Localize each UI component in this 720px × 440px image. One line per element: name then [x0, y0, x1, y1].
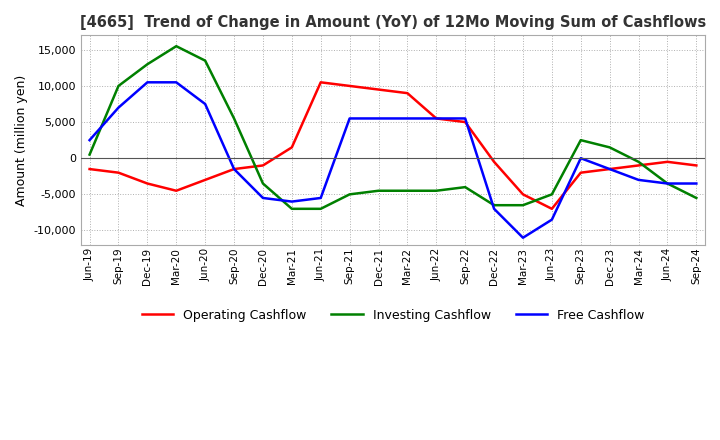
Investing Cashflow: [85, 152, 94, 157]
Investing Cashflow: [346, 192, 354, 197]
Operating Cashflow: [547, 206, 556, 212]
Free Cashflow: [634, 177, 643, 183]
Investing Cashflow: [490, 202, 498, 208]
Free Cashflow: [547, 217, 556, 222]
Free Cashflow: [461, 116, 469, 121]
Operating Cashflow: [143, 181, 152, 186]
Operating Cashflow: [634, 163, 643, 168]
Operating Cashflow: [692, 163, 701, 168]
Free Cashflow: [230, 166, 238, 172]
Investing Cashflow: [461, 184, 469, 190]
Operating Cashflow: [606, 166, 614, 172]
Investing Cashflow: [143, 62, 152, 67]
Investing Cashflow: [287, 206, 296, 212]
Investing Cashflow: [518, 202, 527, 208]
Investing Cashflow: [663, 181, 672, 186]
Free Cashflow: [490, 206, 498, 212]
Free Cashflow: [201, 101, 210, 106]
Operating Cashflow: [85, 166, 94, 172]
Free Cashflow: [85, 138, 94, 143]
Investing Cashflow: [577, 138, 585, 143]
Free Cashflow: [316, 195, 325, 201]
Legend: Operating Cashflow, Investing Cashflow, Free Cashflow: Operating Cashflow, Investing Cashflow, …: [137, 304, 649, 327]
Free Cashflow: [374, 116, 383, 121]
Y-axis label: Amount (million yen): Amount (million yen): [15, 74, 28, 206]
Operating Cashflow: [403, 91, 412, 96]
Operating Cashflow: [201, 177, 210, 183]
Line: Operating Cashflow: Operating Cashflow: [89, 82, 696, 209]
Investing Cashflow: [403, 188, 412, 194]
Free Cashflow: [143, 80, 152, 85]
Investing Cashflow: [258, 181, 267, 186]
Free Cashflow: [606, 166, 614, 172]
Investing Cashflow: [172, 44, 181, 49]
Operating Cashflow: [490, 159, 498, 165]
Operating Cashflow: [172, 188, 181, 194]
Investing Cashflow: [634, 159, 643, 165]
Line: Free Cashflow: Free Cashflow: [89, 82, 696, 238]
Investing Cashflow: [692, 195, 701, 201]
Free Cashflow: [577, 156, 585, 161]
Investing Cashflow: [606, 145, 614, 150]
Investing Cashflow: [316, 206, 325, 212]
Title: [4665]  Trend of Change in Amount (YoY) of 12Mo Moving Sum of Cashflows: [4665] Trend of Change in Amount (YoY) o…: [80, 15, 706, 30]
Operating Cashflow: [230, 166, 238, 172]
Free Cashflow: [663, 181, 672, 186]
Free Cashflow: [172, 80, 181, 85]
Operating Cashflow: [577, 170, 585, 175]
Operating Cashflow: [114, 170, 123, 175]
Operating Cashflow: [374, 87, 383, 92]
Investing Cashflow: [230, 116, 238, 121]
Operating Cashflow: [663, 159, 672, 165]
Free Cashflow: [518, 235, 527, 240]
Free Cashflow: [692, 181, 701, 186]
Operating Cashflow: [287, 145, 296, 150]
Free Cashflow: [346, 116, 354, 121]
Free Cashflow: [258, 195, 267, 201]
Free Cashflow: [114, 105, 123, 110]
Investing Cashflow: [201, 58, 210, 63]
Operating Cashflow: [461, 119, 469, 125]
Operating Cashflow: [346, 83, 354, 88]
Free Cashflow: [287, 199, 296, 204]
Investing Cashflow: [374, 188, 383, 194]
Free Cashflow: [432, 116, 441, 121]
Investing Cashflow: [432, 188, 441, 194]
Investing Cashflow: [114, 83, 123, 88]
Operating Cashflow: [316, 80, 325, 85]
Line: Investing Cashflow: Investing Cashflow: [89, 46, 696, 209]
Operating Cashflow: [518, 192, 527, 197]
Operating Cashflow: [258, 163, 267, 168]
Investing Cashflow: [547, 192, 556, 197]
Operating Cashflow: [432, 116, 441, 121]
Free Cashflow: [403, 116, 412, 121]
